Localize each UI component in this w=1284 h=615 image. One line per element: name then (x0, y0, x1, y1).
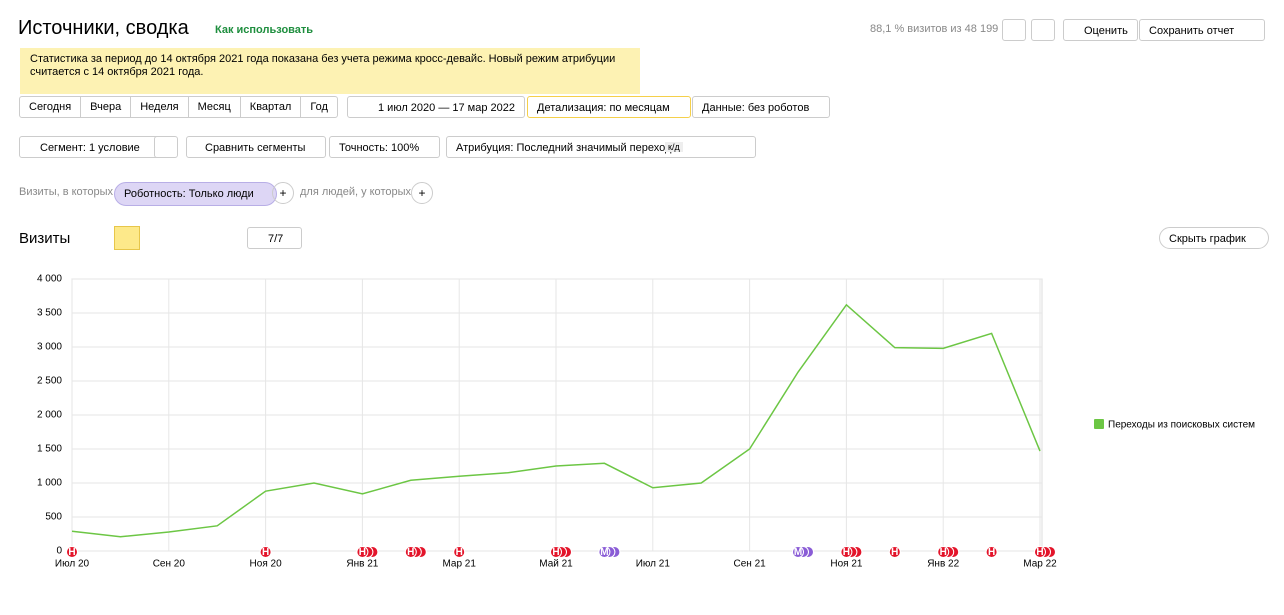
period-group: Сегодня Вчера Неделя Месяц Квартал Год (19, 96, 338, 118)
annotation-label: Н (843, 547, 850, 558)
annotation-label: Н (552, 547, 559, 558)
y-tick-label: 4 000 (37, 274, 62, 285)
line-chart-toggle[interactable] (114, 226, 140, 250)
x-tick-label: Май 21 (539, 559, 573, 570)
annotation-label: Н (988, 547, 995, 558)
legend-swatch (1094, 419, 1104, 429)
x-tick-label: Сен 21 (733, 559, 766, 570)
annotation-marker (598, 546, 611, 558)
period-button[interactable]: Месяц (187, 96, 241, 118)
x-tick-label: Июл 21 (636, 559, 671, 570)
annotation-marker (404, 546, 417, 558)
annotation-label: Н (68, 547, 75, 558)
segment-select[interactable]: Сегмент: 1 условие (19, 136, 161, 158)
add-filter[interactable]: + (272, 182, 294, 204)
history-button[interactable] (1002, 19, 1026, 41)
add-people-filter[interactable]: + (411, 182, 433, 204)
date-range[interactable]: 1 июл 2020 — 17 мар 2022 (347, 96, 526, 118)
annotation-label: Н (940, 547, 947, 558)
y-tick-label: 1 000 (37, 478, 62, 489)
visits-share: 88,1 % визитов из 48 199 (870, 23, 999, 35)
export-button[interactable] (1031, 19, 1055, 41)
annotation-marker (840, 546, 853, 558)
y-tick-label: 0 (56, 546, 62, 557)
annotation-label: Н (891, 547, 898, 558)
y-tick-label: 1 500 (37, 444, 62, 455)
annotation-marker (1034, 546, 1046, 558)
x-tick-label: Ноя 20 (250, 559, 283, 570)
compare-select[interactable]: Сравнить сегменты (186, 136, 327, 158)
x-tick-label: Июл 20 (55, 559, 90, 570)
annotation-marker (356, 546, 369, 558)
x-tick-label: Янв 22 (927, 559, 959, 570)
x-tick-label: Сен 20 (153, 559, 186, 570)
annotation-label: М (794, 547, 802, 558)
page-title: Источники, сводка (18, 17, 189, 39)
filter-chip[interactable]: Роботность: Только люди (114, 182, 277, 206)
annotation-label: Н (407, 547, 414, 558)
annotation-marker (985, 546, 998, 558)
y-tick-label: 2 500 (37, 376, 62, 387)
period-button[interactable]: Неделя (130, 96, 189, 118)
accuracy-select[interactable]: Точность: 100% (329, 136, 441, 158)
annotation-label: Н (456, 547, 463, 558)
people-prefix: для людей, у которых (300, 186, 411, 198)
hide-chart[interactable]: Скрыть график (1159, 227, 1269, 249)
data-line (71, 303, 1041, 538)
attribution-select[interactable]: Атрибуция: Последний значимый переход (446, 136, 757, 158)
x-tick-label: Янв 21 (346, 559, 378, 570)
save-button[interactable]: Сохранить отчет (1139, 19, 1265, 41)
x-tick-label: Ноя 21 (830, 559, 863, 570)
annotation-marker (550, 546, 562, 558)
section-title: Визиты (19, 230, 71, 247)
detail-select[interactable]: Детализация: по месяцам (527, 96, 691, 118)
annotation-marker (888, 546, 901, 558)
rate-button[interactable]: Оценить (1063, 19, 1138, 41)
y-tick-label: 2 000 (37, 410, 62, 421)
annotation-marker (66, 546, 78, 558)
help-link[interactable]: Как использовать (215, 24, 314, 36)
data-select[interactable]: Данные: без роботов (692, 96, 831, 118)
annotation-label: М (600, 547, 608, 558)
y-tick-label: 500 (45, 512, 62, 523)
legend-label: Переходы из поисковых систем (1108, 420, 1255, 431)
y-tick-label: 3 000 (37, 342, 62, 353)
y-tick-label: 3 500 (37, 308, 62, 319)
filter-prefix: Визиты, в которых (19, 186, 113, 198)
attribution-badge: к/д (665, 142, 683, 152)
x-tick-label: Мар 21 (442, 559, 476, 570)
annotation-marker (453, 546, 466, 558)
annotation-marker (792, 546, 804, 558)
annotation-marker (259, 546, 272, 558)
annotations-select[interactable]: 7/7 (247, 227, 303, 249)
annotation-marker (937, 546, 950, 558)
annotation-label: Н (262, 547, 269, 558)
annotation-label: Н (359, 547, 366, 558)
segment-clear[interactable] (154, 136, 178, 158)
annotation-label: Н (1036, 547, 1043, 558)
x-tick-label: Мар 22 (1023, 559, 1057, 570)
notice: Статистика за период до 14 октября 2021 … (20, 48, 640, 94)
period-button[interactable]: Год (300, 96, 338, 118)
